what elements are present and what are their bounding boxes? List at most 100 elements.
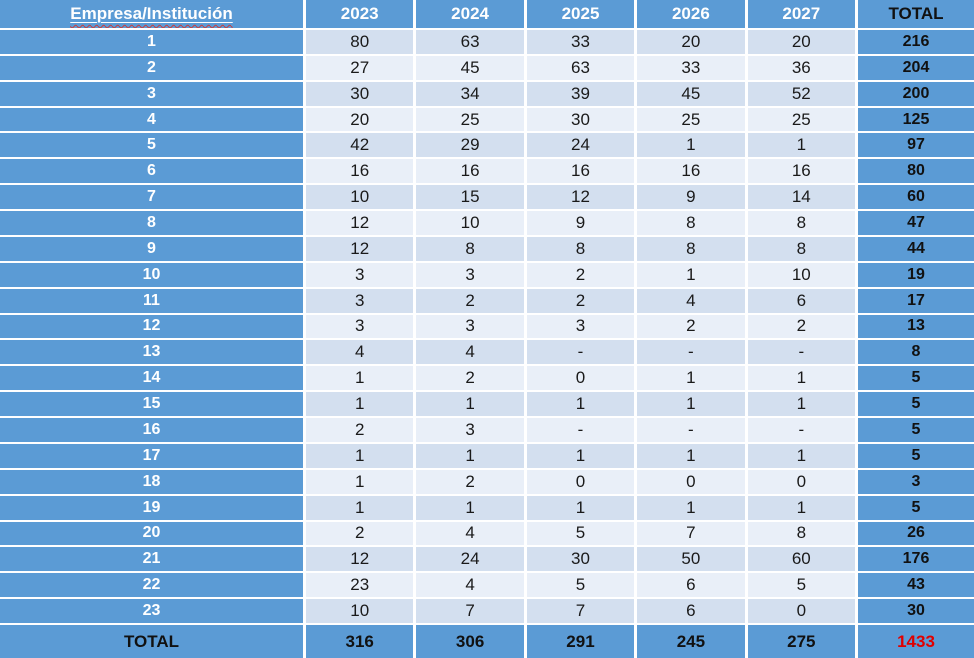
year-value-cell: 1 bbox=[416, 495, 524, 520]
year-value-cell: 3 bbox=[306, 314, 414, 339]
year-value-cell: 50 bbox=[637, 547, 745, 572]
year-value-cell: 0 bbox=[747, 469, 855, 494]
row-total-cell: 44 bbox=[858, 236, 974, 261]
row-total-cell: 8 bbox=[858, 340, 974, 365]
footer-2026-cell: 245 bbox=[637, 625, 745, 658]
year-value-cell: 1 bbox=[526, 392, 635, 417]
year-value-cell: 16 bbox=[306, 159, 414, 184]
year-value-cell: 10 bbox=[306, 599, 414, 623]
year-value-cell: 12 bbox=[306, 547, 414, 572]
year-value-cell: 30 bbox=[306, 81, 414, 106]
year-value-cell: 1 bbox=[416, 443, 524, 468]
row-label-cell: 9 bbox=[0, 236, 303, 261]
year-value-cell: - bbox=[747, 418, 855, 442]
row-total-cell: 26 bbox=[858, 521, 974, 546]
year-value-cell: 36 bbox=[747, 55, 855, 80]
year-value-cell: 0 bbox=[526, 469, 635, 494]
year-value-cell: 27 bbox=[306, 55, 414, 80]
year-value-cell: 1 bbox=[306, 366, 414, 391]
year-value-cell: 4 bbox=[416, 340, 524, 365]
year-value-cell: 1 bbox=[306, 443, 414, 468]
year-value-cell: 20 bbox=[306, 107, 414, 132]
year-value-cell: 2 bbox=[306, 418, 414, 442]
year-value-cell: 8 bbox=[747, 236, 855, 261]
year-value-cell: 3 bbox=[416, 262, 524, 287]
year-value-cell: 3 bbox=[306, 262, 414, 287]
year-value-cell: 34 bbox=[416, 81, 524, 106]
header-cell-2023: 2023 bbox=[306, 0, 414, 28]
year-value-cell: 4 bbox=[416, 573, 524, 598]
row-total-cell: 5 bbox=[858, 366, 974, 391]
year-value-cell: 10 bbox=[306, 185, 414, 210]
year-value-cell: 2 bbox=[637, 314, 745, 339]
year-value-cell: 0 bbox=[526, 366, 635, 391]
row-total-cell: 5 bbox=[858, 392, 974, 417]
year-value-cell: - bbox=[637, 418, 745, 442]
year-value-cell: 8 bbox=[747, 521, 855, 546]
year-value-cell: 1 bbox=[747, 495, 855, 520]
row-total-cell: 200 bbox=[858, 81, 974, 106]
year-value-cell: 23 bbox=[306, 573, 414, 598]
header-cell-2027: 2027 bbox=[747, 0, 855, 28]
header-empresa-label: Empresa/Institución bbox=[70, 4, 233, 23]
row-label-cell: 17 bbox=[0, 443, 303, 468]
year-value-cell: 25 bbox=[416, 107, 524, 132]
year-value-cell: 1 bbox=[747, 443, 855, 468]
year-value-cell: 2 bbox=[416, 469, 524, 494]
year-value-cell: - bbox=[747, 340, 855, 365]
year-value-cell: 6 bbox=[747, 288, 855, 313]
row-label-cell: 15 bbox=[0, 392, 303, 417]
year-value-cell: 8 bbox=[526, 236, 635, 261]
year-value-cell: 45 bbox=[637, 81, 745, 106]
year-value-cell: 25 bbox=[637, 107, 745, 132]
year-value-cell: 16 bbox=[747, 159, 855, 184]
year-value-cell: 4 bbox=[306, 340, 414, 365]
year-value-cell: - bbox=[526, 418, 635, 442]
year-value-cell: 7 bbox=[526, 599, 635, 623]
row-label-cell: 6 bbox=[0, 159, 303, 184]
year-value-cell: 3 bbox=[416, 418, 524, 442]
row-label-cell: 2 bbox=[0, 55, 303, 80]
header-cell-2024: 2024 bbox=[416, 0, 524, 28]
year-value-cell: 6 bbox=[637, 573, 745, 598]
row-label-cell: 1 bbox=[0, 30, 303, 54]
year-value-cell: 4 bbox=[416, 521, 524, 546]
year-value-cell: 33 bbox=[526, 30, 635, 54]
row-label-cell: 21 bbox=[0, 547, 303, 572]
year-value-cell: 3 bbox=[416, 314, 524, 339]
row-total-cell: 97 bbox=[858, 133, 974, 158]
year-value-cell: - bbox=[526, 340, 635, 365]
row-total-cell: 43 bbox=[858, 573, 974, 598]
year-value-cell: 9 bbox=[637, 185, 745, 210]
header-cell-empresa: Empresa/Institución bbox=[0, 0, 303, 28]
footer-label-cell: TOTAL bbox=[0, 625, 303, 658]
year-value-cell: 20 bbox=[747, 30, 855, 54]
year-value-cell: 24 bbox=[526, 133, 635, 158]
year-value-cell: 1 bbox=[526, 443, 635, 468]
year-value-cell: 1 bbox=[747, 366, 855, 391]
year-value-cell: 39 bbox=[526, 81, 635, 106]
year-value-cell: 2 bbox=[416, 288, 524, 313]
year-value-cell: 80 bbox=[306, 30, 414, 54]
row-total-cell: 30 bbox=[858, 599, 974, 623]
year-value-cell: 3 bbox=[526, 314, 635, 339]
row-total-cell: 47 bbox=[858, 211, 974, 235]
row-label-cell: 8 bbox=[0, 211, 303, 235]
row-label-cell: 16 bbox=[0, 418, 303, 442]
row-label-cell: 12 bbox=[0, 314, 303, 339]
year-value-cell: 1 bbox=[637, 262, 745, 287]
row-label-cell: 5 bbox=[0, 133, 303, 158]
row-label-cell: 19 bbox=[0, 495, 303, 520]
year-value-cell: 1 bbox=[637, 495, 745, 520]
year-value-cell: 6 bbox=[637, 599, 745, 623]
year-value-cell: 24 bbox=[416, 547, 524, 572]
year-value-cell: 1 bbox=[637, 133, 745, 158]
year-value-cell: 45 bbox=[416, 55, 524, 80]
row-label-cell: 7 bbox=[0, 185, 303, 210]
year-value-cell: 12 bbox=[306, 236, 414, 261]
row-total-cell: 216 bbox=[858, 30, 974, 54]
year-value-cell: 29 bbox=[416, 133, 524, 158]
row-total-cell: 19 bbox=[858, 262, 974, 287]
year-value-cell: 7 bbox=[416, 599, 524, 623]
